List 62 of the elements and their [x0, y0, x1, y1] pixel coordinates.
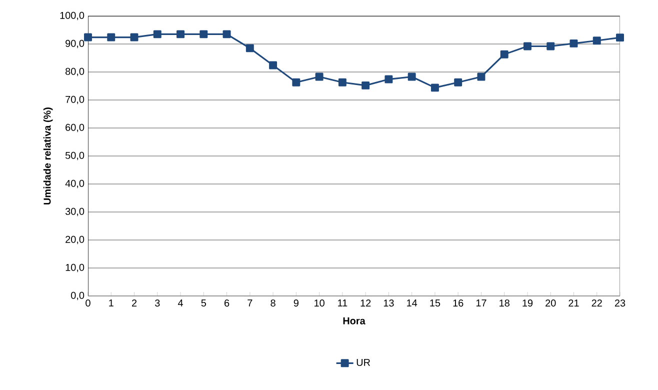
x-tick-label: 22 [592, 300, 602, 306]
y-tick-label: 40,0 [65, 180, 84, 188]
legend-label: UR [356, 358, 370, 366]
point [130, 33, 138, 42]
x-tick-label: 21 [568, 300, 579, 306]
x-tick-label: 20 [546, 300, 556, 307]
x-tick-label: 10 [314, 300, 324, 307]
point [477, 72, 486, 81]
x-tick-label: 23 [614, 300, 626, 307]
point [430, 84, 439, 92]
y-tick-label: 0,0 [71, 292, 84, 300]
point [616, 34, 624, 42]
x-tick-label: 1 [109, 300, 114, 306]
x-tick-label: 19 [522, 300, 533, 307]
point [269, 61, 278, 70]
point [338, 78, 346, 86]
x-tick-label: 17 [476, 300, 486, 306]
point [384, 75, 393, 84]
x-tick-label: 15 [430, 300, 440, 306]
x-tick-label: 0 [86, 300, 90, 307]
point [176, 30, 185, 38]
point [246, 44, 254, 52]
point [84, 33, 92, 42]
x-tick-label: 6 [224, 300, 230, 307]
point [454, 78, 462, 86]
x-tick-label: 8 [270, 300, 276, 307]
point [592, 36, 601, 45]
x-tick-label: 13 [384, 300, 394, 307]
x-axis-title: Hora [343, 317, 366, 324]
point [222, 30, 231, 38]
point [292, 78, 300, 86]
y-tick-label: 70,0 [66, 96, 84, 104]
x-tick-label: 9 [294, 300, 298, 307]
point [107, 33, 116, 42]
y-tick-label: 60,0 [66, 124, 84, 132]
point [315, 72, 324, 81]
x-tick-label: 7 [248, 300, 252, 306]
point [523, 42, 532, 50]
point [546, 42, 555, 50]
point [500, 50, 508, 58]
y-tick-label: 30,0 [65, 208, 84, 216]
y-tick-label: 50,0 [65, 152, 84, 160]
y-axis-title: Umidade relativa (%) [43, 108, 53, 204]
y-tick-label: 100,0 [60, 12, 84, 20]
x-tick-label: 4 [178, 300, 183, 306]
x-tick-label: 11 [338, 300, 348, 306]
x-tick-label: 18 [500, 300, 510, 307]
point [570, 39, 578, 48]
x-tick-label: 16 [453, 300, 464, 307]
y-tick-label: 10,0 [66, 264, 84, 272]
point [408, 72, 416, 81]
x-tick-label: 12 [360, 300, 371, 306]
point [362, 81, 370, 90]
point [200, 30, 208, 38]
x-tick-label: 2 [132, 300, 137, 306]
y-tick-label: 80,0 [66, 68, 84, 76]
x-tick-label: 3 [154, 300, 160, 307]
point [153, 30, 162, 38]
y-tick-label: 20,0 [66, 236, 84, 244]
y-tick-label: 90,0 [66, 40, 84, 48]
x-tick-label: 5 [201, 300, 206, 306]
x-tick-label: 14 [407, 300, 418, 306]
